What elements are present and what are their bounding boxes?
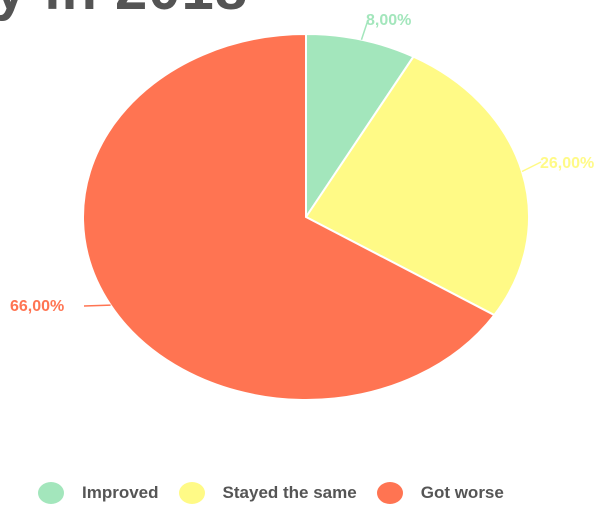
legend-item-improved[interactable]: Improved [38,482,159,504]
slice-label-got-worse: 66,00% [10,298,64,315]
legend-swatch-stayed-the-same [178,482,205,504]
legend-item-stayed-the-same[interactable]: Stayed the same [178,482,357,504]
slice-label-stayed-the-same: 26,00% [540,155,594,172]
pie-slice-improved[interactable] [305,32,415,221]
pie-slice-got-worse[interactable] [82,32,496,401]
pie-slice-stayed-the-same[interactable] [304,55,530,317]
leader-line-stayed-the-same [521,161,542,173]
slice-label-improved: 8,00% [366,12,411,29]
legend-item-got-worse[interactable]: Got worse [376,482,504,504]
legend-swatch-got-worse [376,482,403,504]
legend-label-improved: Improved [82,483,159,502]
chart-legend: Improved Stayed the same Got worse [38,482,524,504]
leader-line-improved [360,19,369,40]
chart-title: y in 2018 [0,0,248,23]
legend-swatch-improved [38,482,64,504]
legend-label-stayed-the-same: Stayed the same [222,483,357,502]
leader-line-got-worse [83,304,111,307]
pie-chart: 8,00% 26,00% 66,00% [10,12,594,401]
legend-label-got-worse: Got worse [420,483,504,502]
